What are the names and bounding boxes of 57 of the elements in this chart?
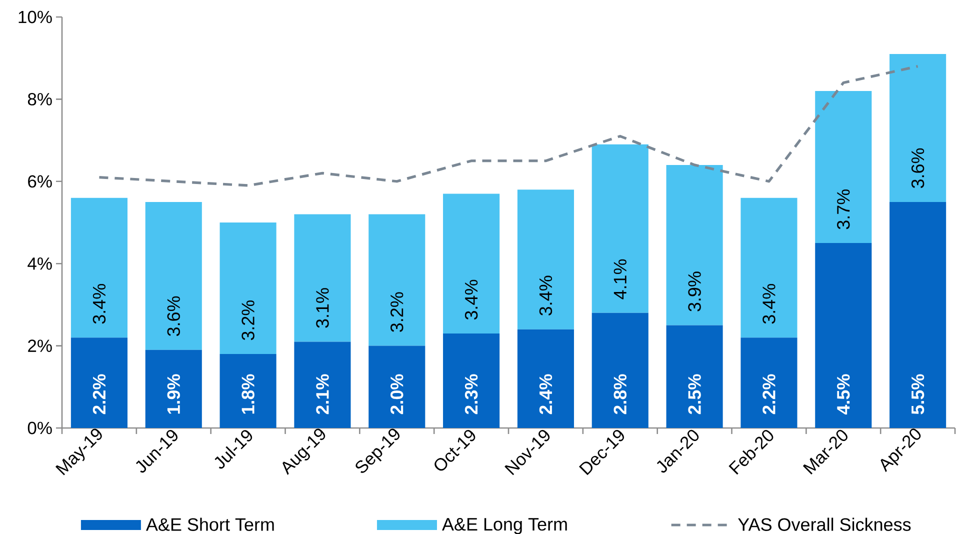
bar bbox=[890, 202, 946, 428]
bar bbox=[666, 164, 723, 326]
bar bbox=[145, 202, 202, 350]
bar bbox=[443, 194, 500, 334]
bar bbox=[815, 90, 872, 244]
data-label: 3.2% bbox=[390, 292, 404, 332]
data-label: 4.1% bbox=[614, 259, 626, 300]
data-label: 1.9% bbox=[167, 374, 180, 414]
data-label: 3.4% bbox=[539, 276, 552, 316]
data-label: 3.9% bbox=[688, 272, 701, 312]
data-label: 3.6% bbox=[167, 296, 180, 336]
bar bbox=[890, 54, 946, 202]
data-label: 3.6% bbox=[911, 148, 924, 188]
data-label: 2.8% bbox=[614, 374, 626, 414]
data-label: 2.2% bbox=[762, 374, 776, 414]
data-label: 3.1% bbox=[316, 288, 329, 328]
bar bbox=[666, 325, 723, 428]
bar bbox=[368, 346, 426, 428]
bar bbox=[145, 350, 202, 428]
data-label: 3.7% bbox=[837, 189, 850, 230]
bar bbox=[517, 329, 574, 428]
data-label: 2.0% bbox=[390, 374, 404, 414]
data-label: 2.2% bbox=[92, 374, 106, 414]
y-tick-label: 0% bbox=[28, 422, 52, 434]
y-tick-label: 4% bbox=[28, 257, 52, 270]
bar bbox=[740, 198, 798, 338]
bar bbox=[368, 214, 426, 346]
data-label: 2.1% bbox=[316, 374, 329, 414]
bar bbox=[517, 190, 574, 330]
bar bbox=[740, 338, 798, 428]
legend-label: YAS Overall Sickness bbox=[738, 518, 911, 531]
data-label: 2.3% bbox=[464, 374, 478, 414]
data-label: 3.2% bbox=[242, 300, 254, 340]
data-label: 2.4% bbox=[539, 374, 552, 414]
bar bbox=[220, 222, 276, 354]
data-label: 2.5% bbox=[688, 374, 701, 414]
legend-label: A&E Short Term bbox=[146, 518, 274, 531]
bar bbox=[592, 144, 648, 313]
bar bbox=[70, 198, 128, 338]
data-label: 4.5% bbox=[837, 374, 850, 415]
data-label: 3.4% bbox=[762, 284, 776, 324]
y-tick-label: 8% bbox=[28, 93, 52, 106]
data-label: 1.8% bbox=[242, 374, 254, 414]
bar bbox=[815, 243, 872, 428]
y-tick-label: 2% bbox=[28, 340, 52, 352]
bar bbox=[294, 342, 351, 428]
bar bbox=[443, 333, 500, 428]
data-label: 3.4% bbox=[92, 284, 106, 324]
bar bbox=[220, 354, 276, 428]
bar bbox=[592, 312, 648, 428]
legend-label: A&E Long Term bbox=[442, 518, 567, 534]
bar bbox=[70, 338, 128, 428]
data-label: 3.4% bbox=[464, 280, 478, 320]
y-tick-label: 10% bbox=[18, 10, 52, 24]
data-label: 5.5% bbox=[911, 374, 924, 414]
bar bbox=[294, 214, 351, 342]
y-tick-label: 6% bbox=[28, 175, 52, 188]
